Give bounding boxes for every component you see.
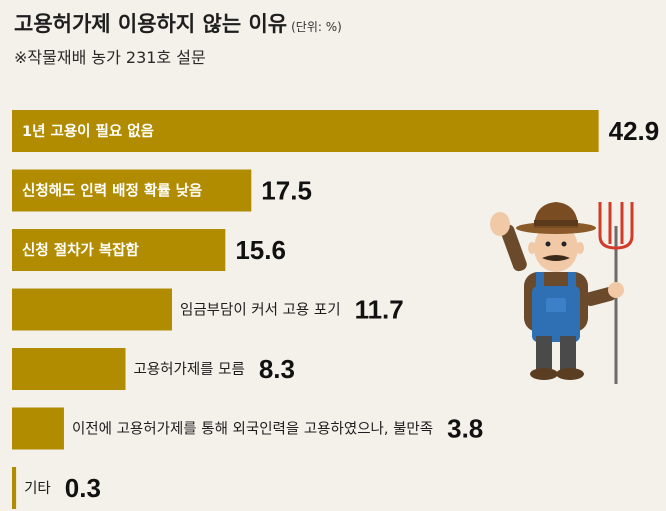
category-label: 기타	[24, 480, 51, 497]
category-label: 임금부담이 커서 고용 포기	[180, 302, 341, 319]
farmer-with-pitchfork-icon	[490, 202, 634, 384]
category-label: 이전에 고용허가제를 통해 외국인력을 고용하였으나, 불만족	[72, 421, 433, 438]
bar	[12, 467, 17, 509]
category-label: 신청해도 인력 배정 확률 낮음	[22, 182, 202, 200]
chart-title: 고용허가제 이용하지 않는 이유 (단위: %)	[14, 8, 342, 38]
bar	[12, 348, 126, 390]
bar	[12, 288, 172, 331]
title-text: 고용허가제 이용하지 않는 이유	[14, 12, 288, 36]
category-label: 신청 절차가 복잡함	[22, 241, 139, 259]
category-label: 고용허가제를 모름	[133, 361, 244, 378]
bar	[12, 169, 252, 212]
bar	[12, 407, 64, 450]
value-label: 8.3	[259, 354, 295, 384]
chart-subtitle: ※작물재배 농가 231호 설문	[14, 48, 206, 67]
category-label: 1년 고용이 필요 없음	[22, 122, 154, 140]
value-label: 15.6	[235, 235, 286, 265]
value-label: 17.5	[261, 176, 312, 206]
bar	[12, 110, 599, 152]
value-label: 0.3	[65, 473, 101, 503]
value-label: 42.9	[609, 116, 660, 146]
value-label: 11.7	[355, 295, 404, 325]
unit-label: (단위: %)	[291, 20, 342, 34]
value-label: 3.8	[447, 414, 483, 444]
bar	[12, 229, 226, 271]
